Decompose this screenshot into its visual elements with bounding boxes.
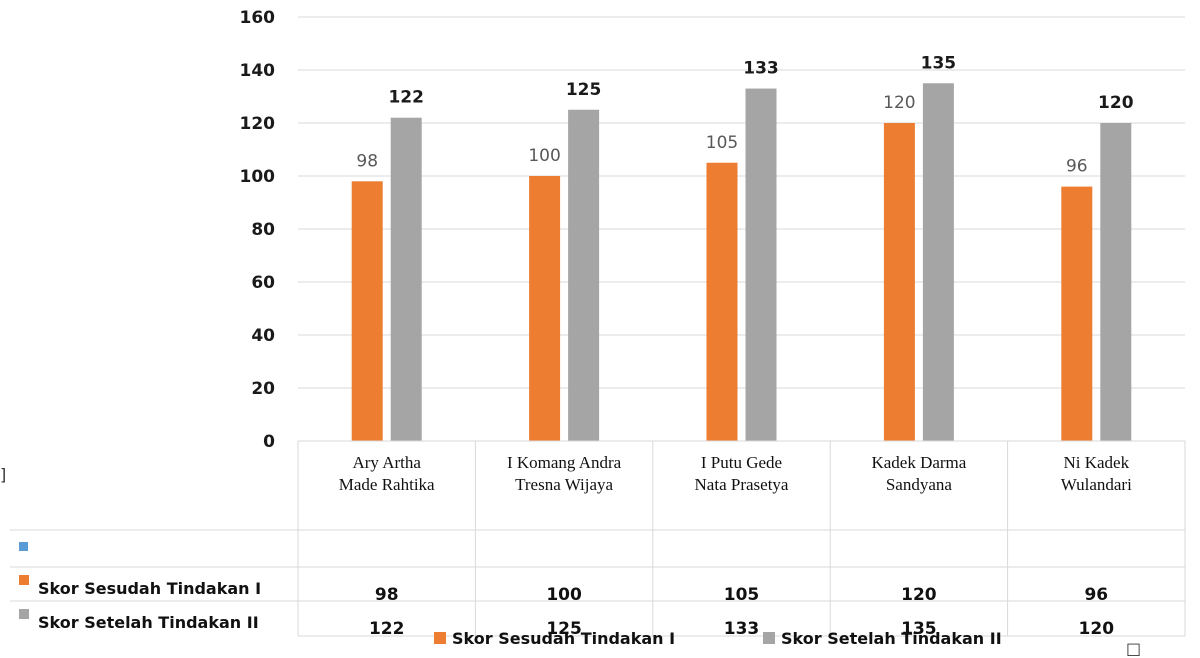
table-cell-value: 96 <box>1084 585 1108 605</box>
y-tick-label: 60 <box>251 273 275 293</box>
data-label: 122 <box>388 88 424 108</box>
bar-sesudah-tindakan-i <box>706 162 738 441</box>
data-label: 96 <box>1066 157 1088 177</box>
y-tick-label: 20 <box>251 379 275 399</box>
y-tick-label: 40 <box>251 326 275 346</box>
legend-entry: Skor Setelah Tindakan II <box>781 629 1002 648</box>
category-label: Sandyana <box>886 475 953 494</box>
data-labels: 98 122 100 125 105 133 120 135 96 120 <box>356 53 1133 176</box>
y-axis: 0 20 40 60 80 100 120 140 160 <box>240 8 276 452</box>
legend-entry: Skor Sesudah Tindakan I <box>452 629 675 648</box>
gridlines <box>298 16 1185 389</box>
y-tick-label: 0 <box>263 432 275 452</box>
data-table: Ary Artha Made Rahtika I Komang Andra Tresn… <box>10 440 1186 639</box>
category-label: Made Rahtika <box>339 475 435 494</box>
category-label: I Putu Gede <box>701 453 782 472</box>
table-cell-value: 135 <box>901 619 937 639</box>
table-row-key-empty <box>19 542 28 551</box>
legend-swatch <box>763 632 775 644</box>
category-label: Ni Kadek <box>1063 453 1129 472</box>
data-label: 120 <box>883 93 915 113</box>
table-row-key <box>19 609 29 619</box>
table-cell-value: 98 <box>375 585 399 605</box>
data-label: 105 <box>706 133 738 153</box>
table-row-label: Skor Setelah Tindakan II <box>38 613 259 632</box>
y-tick-label: 160 <box>240 8 276 28</box>
bar-setelah-tindakan-ii <box>745 88 777 442</box>
bar-setelah-tindakan-ii <box>1100 123 1132 441</box>
data-label: 100 <box>528 146 560 166</box>
category-label: Wulandari <box>1061 475 1132 494</box>
table-row-label: Skor Sesudah Tindakan I <box>38 579 261 598</box>
legend: Skor Sesudah Tindakan I Skor Setelah Tind… <box>434 629 1002 648</box>
table-cell-value: 120 <box>1079 619 1115 639</box>
table-cell-value: 100 <box>546 585 582 605</box>
category-label: Nata Prasetya <box>695 475 789 494</box>
y-tick-label: 100 <box>240 167 276 187</box>
bar-setelah-tindakan-ii <box>568 109 600 441</box>
bar-sesudah-tindakan-i <box>883 123 915 441</box>
bar-sesudah-tindakan-i <box>529 176 561 441</box>
data-label: 133 <box>743 59 779 79</box>
category-label: Kadek Darma <box>871 453 966 472</box>
data-label: 125 <box>566 80 602 100</box>
stray-marks: ]□ <box>0 465 1141 658</box>
legend-swatch <box>434 632 446 644</box>
stray-bracket: ] <box>0 465 6 484</box>
category-label: I Komang Andra <box>507 453 622 472</box>
bar-sesudah-tindakan-i <box>1061 186 1093 441</box>
table-cell-value: 120 <box>901 585 937 605</box>
table-cell-value: 125 <box>546 619 582 639</box>
bar-setelah-tindakan-ii <box>922 83 954 441</box>
bar-sesudah-tindakan-i <box>351 181 383 442</box>
table-cell-value: 105 <box>724 585 760 605</box>
data-label: 135 <box>921 53 957 73</box>
bar-setelah-tindakan-ii <box>390 117 422 441</box>
y-tick-label: 140 <box>240 61 276 81</box>
data-label: 98 <box>356 151 378 171</box>
category-label: Tresna Wijaya <box>515 475 613 494</box>
data-label: 120 <box>1098 93 1134 113</box>
category-label: Ary Artha <box>352 453 421 472</box>
table-cell-value: 122 <box>369 619 405 639</box>
bars <box>351 83 1132 442</box>
table-row-key <box>19 575 29 585</box>
stray-box: □ <box>1126 639 1141 658</box>
y-tick-label: 80 <box>251 220 275 240</box>
y-tick-label: 120 <box>240 114 276 134</box>
table-cell-value: 133 <box>724 619 760 639</box>
